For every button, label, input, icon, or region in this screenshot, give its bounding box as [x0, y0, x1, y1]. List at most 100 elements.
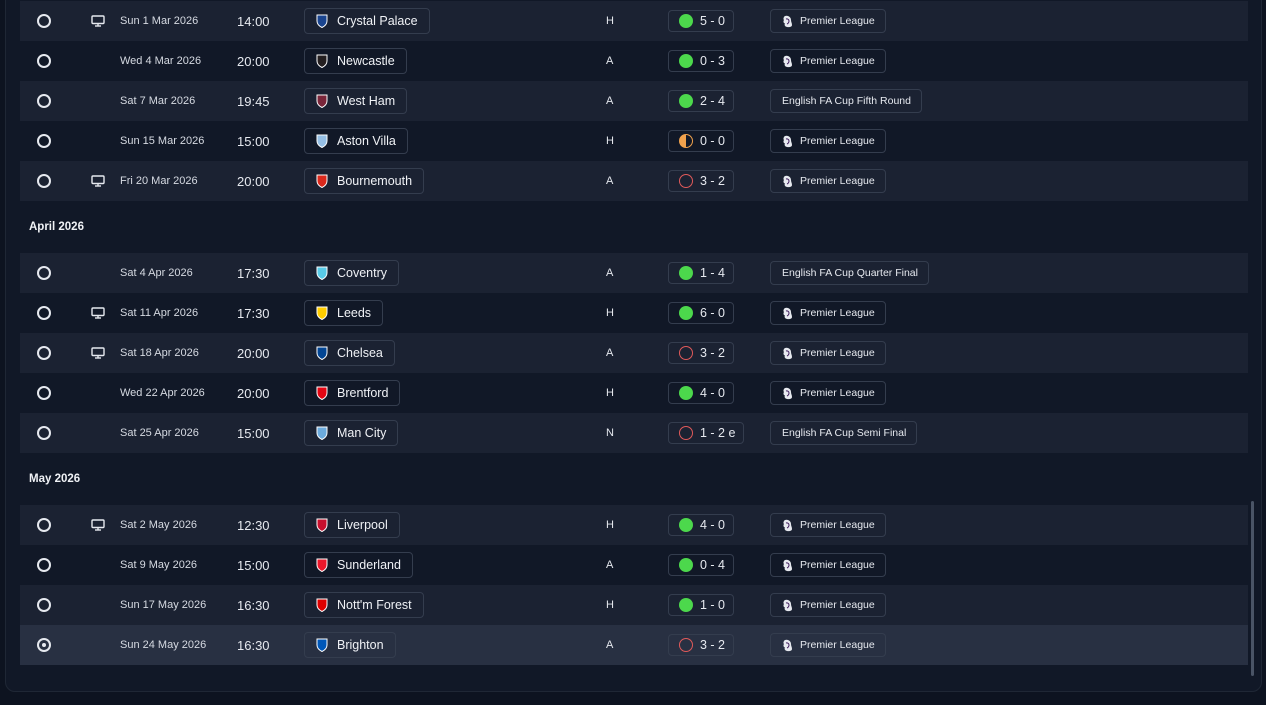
score-text: 1 - 4: [700, 266, 726, 280]
fixture-row[interactable]: Sat 25 Apr 2026 15:00 Man City N 1 - 2 e…: [20, 413, 1248, 453]
fixture-row[interactable]: Sat 2 May 2026 12:30 Liverpool H 4 - 0 P…: [20, 505, 1248, 545]
competition-button[interactable]: Premier League: [770, 513, 886, 537]
club-crest-icon: [316, 638, 328, 652]
select-radio[interactable]: [37, 346, 51, 360]
fixture-row[interactable]: Sat 4 Apr 2026 17:30 Coventry A 1 - 4 En…: [20, 253, 1248, 293]
competition-button[interactable]: Premier League: [770, 169, 886, 193]
opponent-name: Brentford: [337, 386, 389, 400]
fixture-row[interactable]: Sat 18 Apr 2026 20:00 Chelsea A 3 - 2 Pr…: [20, 333, 1248, 373]
fixture-time: 14:00: [237, 13, 270, 29]
club-crest-icon: [316, 426, 328, 440]
opponent-name: Coventry: [337, 266, 388, 280]
result-button[interactable]: 5 - 0: [668, 10, 735, 32]
result-button[interactable]: 1 - 2 e: [668, 422, 745, 444]
competition-button[interactable]: Premier League: [770, 341, 886, 365]
opponent-button[interactable]: Man City: [304, 420, 399, 446]
scrollbar[interactable]: [1251, 501, 1254, 676]
result-button[interactable]: 3 - 2: [668, 170, 735, 192]
opponent-button[interactable]: Bournemouth: [304, 168, 425, 194]
score-text: 4 - 0: [700, 518, 726, 532]
select-radio[interactable]: [37, 54, 51, 68]
opponent-button[interactable]: Sunderland: [304, 552, 413, 578]
select-radio[interactable]: [37, 386, 51, 400]
competition-button[interactable]: Premier League: [770, 593, 886, 617]
competition-name: Premier League: [800, 347, 875, 359]
result-button[interactable]: 0 - 3: [668, 50, 735, 72]
fixture-row[interactable]: Sun 17 May 2026 16:30 Nott'm Forest H 1 …: [20, 585, 1248, 625]
fixture-row[interactable]: Sat 7 Mar 2026 19:45 West Ham A 2 - 4 En…: [20, 81, 1248, 121]
result-button[interactable]: 2 - 4: [668, 90, 735, 112]
month-heading: April 2026: [29, 221, 84, 233]
loss-result-icon: [679, 426, 693, 440]
tv-icon: [91, 519, 105, 531]
fixture-date: Sun 17 May 2026: [120, 599, 207, 611]
select-radio[interactable]: [37, 638, 51, 652]
select-radio[interactable]: [37, 94, 51, 108]
result-button[interactable]: 3 - 2: [668, 342, 735, 364]
fixture-date: Sat 2 May 2026: [120, 519, 198, 531]
competition-button[interactable]: Premier League: [770, 553, 886, 577]
fixture-time: 20:00: [237, 173, 270, 189]
select-radio[interactable]: [37, 174, 51, 188]
opponent-button[interactable]: Crystal Palace: [304, 8, 430, 34]
win-result-icon: [679, 14, 693, 28]
score-text: 6 - 0: [700, 306, 726, 320]
competition-button[interactable]: Premier League: [770, 129, 886, 153]
venue-indicator: H: [606, 135, 614, 147]
result-button[interactable]: 4 - 0: [668, 382, 735, 404]
fixture-date: Sat 9 May 2026: [120, 559, 198, 571]
result-button[interactable]: 0 - 0: [668, 130, 735, 152]
competition-button[interactable]: English FA Cup Quarter Final: [770, 261, 929, 285]
club-crest-icon: [316, 518, 328, 532]
opponent-button[interactable]: Leeds: [304, 300, 384, 326]
fixture-row[interactable]: Sun 24 May 2026 16:30 Brighton A 3 - 2 P…: [20, 625, 1248, 665]
result-button[interactable]: 0 - 4: [668, 554, 735, 576]
fixture-row[interactable]: Wed 22 Apr 2026 20:00 Brentford H 4 - 0 …: [20, 373, 1248, 413]
result-button[interactable]: 1 - 0: [668, 594, 735, 616]
competition-button[interactable]: English FA Cup Semi Final: [770, 421, 918, 445]
competition-button[interactable]: English FA Cup Fifth Round: [770, 89, 922, 113]
competition-button[interactable]: Premier League: [770, 9, 886, 33]
fixture-row[interactable]: Sun 1 Mar 2026 14:00 Crystal Palace H 5 …: [20, 1, 1248, 41]
fixture-row[interactable]: Fri 20 Mar 2026 20:00 Bournemouth A 3 - …: [20, 161, 1248, 201]
competition-name: Premier League: [800, 55, 875, 67]
opponent-button[interactable]: Liverpool: [304, 512, 400, 538]
competition-button[interactable]: Premier League: [770, 633, 886, 657]
select-radio[interactable]: [37, 518, 51, 532]
select-radio[interactable]: [37, 558, 51, 572]
select-radio[interactable]: [37, 426, 51, 440]
club-crest-icon: [316, 94, 328, 108]
score-text: 2 - 4: [700, 94, 726, 108]
opponent-button[interactable]: West Ham: [304, 88, 408, 114]
competition-name: Premier League: [800, 639, 875, 651]
select-radio[interactable]: [37, 598, 51, 612]
fixture-row[interactable]: Wed 4 Mar 2026 20:00 Newcastle A 0 - 3 P…: [20, 41, 1248, 81]
competition-button[interactable]: Premier League: [770, 301, 886, 325]
competition-button[interactable]: Premier League: [770, 381, 886, 405]
select-radio[interactable]: [37, 306, 51, 320]
opponent-button[interactable]: Aston Villa: [304, 128, 408, 154]
premier-league-lion-icon: [783, 387, 792, 399]
opponent-button[interactable]: Brentford: [304, 380, 401, 406]
opponent-button[interactable]: Brighton: [304, 632, 396, 658]
fixture-row[interactable]: Sat 11 Apr 2026 17:30 Leeds H 6 - 0 Prem…: [20, 293, 1248, 333]
result-button[interactable]: 4 - 0: [668, 514, 735, 536]
select-radio[interactable]: [37, 134, 51, 148]
fixture-row[interactable]: Sat 9 May 2026 15:00 Sunderland A 0 - 4 …: [20, 545, 1248, 585]
opponent-button[interactable]: Chelsea: [304, 340, 395, 366]
opponent-button[interactable]: Newcastle: [304, 48, 407, 74]
result-button[interactable]: 6 - 0: [668, 302, 735, 324]
result-button[interactable]: 3 - 2: [668, 634, 735, 656]
venue-indicator: A: [606, 639, 614, 651]
result-button[interactable]: 1 - 4: [668, 262, 735, 284]
fixture-time: 20:00: [237, 53, 270, 69]
fixture-row[interactable]: Sun 15 Mar 2026 15:00 Aston Villa H 0 - …: [20, 121, 1248, 161]
venue-indicator: A: [606, 55, 614, 67]
opponent-button[interactable]: Coventry: [304, 260, 400, 286]
competition-name: Premier League: [800, 599, 875, 611]
select-radio[interactable]: [37, 266, 51, 280]
competition-name: Premier League: [800, 387, 875, 399]
select-radio[interactable]: [37, 14, 51, 28]
opponent-button[interactable]: Nott'm Forest: [304, 592, 424, 618]
competition-button[interactable]: Premier League: [770, 49, 886, 73]
